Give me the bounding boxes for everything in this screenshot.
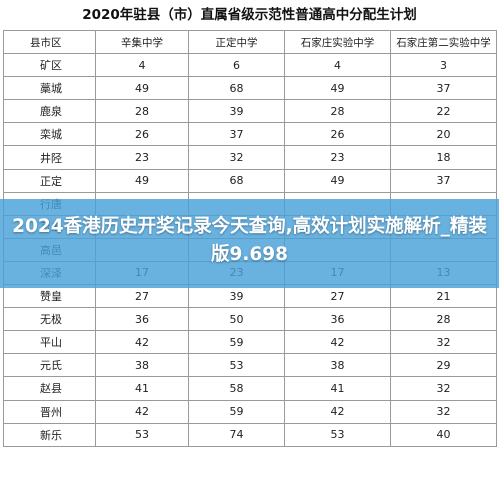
table-row: 藁城 49 68 49 37	[3, 76, 497, 101]
quota-cell: 28	[95, 99, 189, 124]
county-cell: 藁城	[3, 76, 96, 101]
quota-cell: 68	[188, 168, 285, 193]
header-xinji: 辛集中学	[95, 29, 189, 55]
quota-cell: 42	[95, 399, 189, 424]
quota-cell: 3	[390, 53, 497, 78]
county-cell: 鹿泉	[3, 99, 96, 124]
quota-cell: 74	[188, 422, 285, 447]
quota-cell: 68	[188, 76, 285, 101]
quota-cell: 20	[390, 122, 497, 147]
quota-cell: 59	[188, 399, 285, 424]
quota-cell: 37	[390, 168, 497, 193]
quota-cell: 42	[284, 330, 391, 355]
quota-cell: 32	[188, 145, 285, 170]
quota-cell: 40	[390, 422, 497, 447]
quota-cell: 32	[390, 376, 497, 401]
quota-cell: 39	[188, 284, 285, 309]
quota-cell: 41	[284, 376, 391, 401]
quota-cell: 59	[188, 330, 285, 355]
quota-cell: 38	[284, 353, 391, 378]
table-row: 矿区 4 6 4 3	[3, 53, 497, 78]
county-cell: 晋州	[3, 399, 96, 424]
quota-cell: 23	[284, 145, 391, 170]
quota-cell: 39	[188, 99, 285, 124]
quota-cell: 42	[95, 330, 189, 355]
quota-cell: 28	[390, 307, 497, 332]
table-row: 无极 36 50 36 28	[3, 307, 497, 332]
quota-cell: 18	[390, 145, 497, 170]
quota-cell: 22	[390, 99, 497, 124]
quota-cell: 49	[95, 76, 189, 101]
quota-cell: 50	[188, 307, 285, 332]
quota-cell: 32	[390, 399, 497, 424]
quota-cell: 53	[284, 422, 391, 447]
page-title: 2020年驻县（市）直属省级示范性普通高中分配生计划	[82, 7, 417, 23]
county-cell: 元氏	[3, 353, 96, 378]
quota-cell: 23	[95, 145, 189, 170]
quota-cell: 49	[284, 76, 391, 101]
county-cell: 正定	[3, 168, 96, 193]
quota-cell: 32	[390, 330, 497, 355]
quota-cell: 4	[95, 53, 189, 78]
table-row: 井陉 23 32 23 18	[3, 145, 497, 170]
quota-cell: 6	[188, 53, 285, 78]
quota-cell: 26	[95, 122, 189, 147]
county-cell: 平山	[3, 330, 96, 355]
quota-cell: 53	[188, 353, 285, 378]
county-cell: 栾城	[3, 122, 96, 147]
quota-cell: 28	[284, 99, 391, 124]
table-row: 晋州 42 59 42 32	[3, 399, 497, 424]
table-row: 鹿泉 28 39 28 22	[3, 99, 497, 124]
table-row: 平山 42 59 42 32	[3, 330, 497, 355]
county-cell: 井陉	[3, 145, 96, 170]
header-county: 县市区	[3, 29, 96, 55]
table-row: 栾城 26 37 26 20	[3, 122, 497, 147]
quota-cell: 37	[390, 76, 497, 101]
quota-cell: 49	[284, 168, 391, 193]
county-cell: 矿区	[3, 53, 96, 78]
quota-cell: 58	[188, 376, 285, 401]
table-row: 赵县 41 58 41 32	[3, 376, 497, 401]
county-cell: 新乐	[3, 422, 96, 447]
banner-headline[interactable]: 2024香港历史开奖记录今天查询,高效计划实施解析_精装版9.698	[12, 216, 487, 265]
table-row: 元氏 38 53 38 29	[3, 353, 497, 378]
county-cell: 赵县	[3, 376, 96, 401]
county-cell: 无极	[3, 307, 96, 332]
table-header-row: 县市区 辛集中学 正定中学 石家庄实验中学 石家庄第二实验中学	[3, 29, 497, 55]
table-row: 新乐 53 74 53 40	[3, 422, 497, 447]
quota-cell: 29	[390, 353, 497, 378]
quota-cell: 36	[95, 307, 189, 332]
table-row: 正定 49 68 49 37	[3, 168, 497, 193]
quota-cell: 36	[284, 307, 391, 332]
header-sjz-second-experimental: 石家庄第二实验中学	[390, 29, 497, 55]
quota-cell: 26	[284, 122, 391, 147]
header-zhengding: 正定中学	[188, 29, 285, 55]
quota-cell: 49	[95, 168, 189, 193]
quota-cell: 41	[95, 376, 189, 401]
quota-cell: 42	[284, 399, 391, 424]
quota-cell: 38	[95, 353, 189, 378]
header-sjz-experimental: 石家庄实验中学	[284, 29, 391, 55]
quota-cell: 4	[284, 53, 391, 78]
overlay-banner[interactable]: 2024香港历史开奖记录今天查询,高效计划实施解析_精装版9.698	[0, 199, 499, 288]
quota-cell: 37	[188, 122, 285, 147]
quota-cell: 53	[95, 422, 189, 447]
